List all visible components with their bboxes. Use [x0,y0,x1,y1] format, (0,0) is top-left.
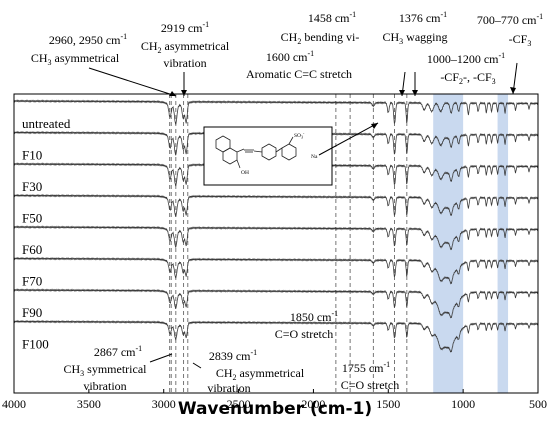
svg-text:2960, 2950 cm-1: 2960, 2950 cm-1 [49,32,127,47]
svg-text:1755 cm-1: 1755 cm-1 [342,360,390,375]
annotation-2839: 2839 cm-1 CH2 asymmetrical vibration [207,348,304,395]
spectrum-F60 [13,225,539,251]
oh-label: OH [241,170,249,176]
x-axis-title: Wavenumber (cm-1) [177,399,373,419]
series-label-F30: F30 [22,179,42,194]
molecule-box [203,126,333,186]
svg-text:-CF3: -CF3 [509,32,532,48]
annotation-1458: 1458 cm-1 CH2 bending vi- [281,10,360,46]
molecule-structure-icon [215,135,297,169]
series-label-F100: F100 [22,337,49,352]
molecule-inset: SO3- Na OH [203,126,333,186]
svg-text:C=O stretch: C=O stretch [341,378,399,392]
x-tick-label-1000: 1000 [451,397,475,411]
spectrum-F100 [13,319,539,353]
spectrum-F70 [13,256,539,285]
svg-text:C=O stretch: C=O stretch [275,327,333,341]
svg-text:2919 cm-1: 2919 cm-1 [161,20,209,35]
svg-text:vibration: vibration [163,56,206,70]
series-labels: untreated F10 F30 F50 F60 F70 F90 F100 [22,116,71,352]
svg-text:1600 cm-1: 1600 cm-1 [266,49,314,64]
svg-text:Aromatic C=C stretch: Aromatic C=C stretch [246,67,352,81]
shaded-region-1 [497,94,509,393]
x-tick-label-500: 500 [529,397,547,411]
annotation-2867: 2867 cm-1 CH3 symmetrical vibration [64,344,148,393]
annotation-2919: 2919 cm-1 CH2 asymmetrical vibration [141,20,230,70]
series-label-F10: F10 [22,148,42,163]
annotation-1755: 1755 cm-1 C=O stretch [341,360,399,392]
annotation-2960: 2960, 2950 cm-1 CH3 asymmetrical [31,32,127,67]
svg-text:CH2 asymmetrical: CH2 asymmetrical [216,366,305,382]
annotation-1376: 1376 cm-1 CH3 wagging [383,10,448,46]
series-label-F60: F60 [22,242,42,257]
annotation-1600: 1600 cm-1 Aromatic C=C stretch [246,49,352,81]
svg-text:2867 cm-1: 2867 cm-1 [94,344,142,359]
so3-label: SO3- [294,131,305,140]
svg-text:CH2 bending vi-: CH2 bending vi- [281,30,360,46]
spectrum-F90 [13,288,539,319]
svg-text:2839 cm-1: 2839 cm-1 [209,348,257,363]
annotation-arrowheads [169,87,516,129]
x-ticks: 4000 3500 3000 2500 2000 1500 1000 500 [2,389,547,411]
svg-text:1850 cm-1: 1850 cm-1 [290,309,338,324]
series-label-untreated: untreated [22,116,71,131]
svg-text:1000–1200 cm-1: 1000–1200 cm-1 [427,51,505,66]
series-label-F50: F50 [22,211,42,226]
svg-text:CH3 wagging: CH3 wagging [383,30,448,46]
svg-text:-CF2-, -CF3: -CF2-, -CF3 [440,70,495,86]
annotation-1850: 1850 cm-1 C=O stretch [275,309,338,341]
svg-text:1376 cm-1: 1376 cm-1 [399,10,447,25]
annotation-1000-1200: 1000–1200 cm-1 -CF2-, -CF3 [427,51,505,86]
series-label-F90: F90 [22,305,42,320]
x-tick-label-2500: 2500 [227,397,251,411]
svg-text:1458 cm-1: 1458 cm-1 [308,10,356,25]
svg-text:CH3 symmetrical: CH3 symmetrical [64,362,148,378]
x-tick-label-3000: 3000 [152,397,176,411]
annotation-700-770: 700–770 cm-1 -CF3 [477,12,543,48]
x-tick-label-1500: 1500 [376,397,400,411]
svg-text:CH2 asymmetrical: CH2 asymmetrical [141,39,230,55]
svg-text:700–770 cm-1: 700–770 cm-1 [477,12,543,27]
annotations: 2960, 2950 cm-1 CH3 asymmetrical 2919 cm… [31,10,543,395]
x-tick-label-4000: 4000 [2,397,26,411]
plot-frame [13,93,539,394]
x-tick-label-2000: 2000 [301,397,325,411]
svg-text:CH3 asymmetrical: CH3 asymmetrical [31,51,120,67]
spectrum-F50 [13,193,539,217]
spectrum-untreated [13,99,539,125]
svg-text:vibration: vibration [207,381,250,395]
svg-text:vibration: vibration [83,379,126,393]
series-label-F70: F70 [22,274,42,289]
x-tick-label-3500: 3500 [77,397,101,411]
na-label: Na [311,154,318,160]
